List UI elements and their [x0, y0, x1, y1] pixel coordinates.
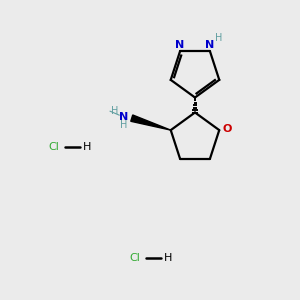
Text: Cl: Cl [49, 142, 59, 152]
Text: N: N [206, 40, 214, 50]
Text: H: H [164, 253, 172, 263]
Text: Cl: Cl [130, 253, 140, 263]
Text: H: H [111, 106, 118, 116]
Text: H: H [120, 120, 127, 130]
Text: H: H [83, 142, 91, 152]
Text: N: N [176, 40, 184, 50]
Text: O: O [223, 124, 232, 134]
Text: N: N [119, 112, 128, 122]
Text: H: H [215, 33, 223, 43]
Polygon shape [131, 115, 171, 130]
